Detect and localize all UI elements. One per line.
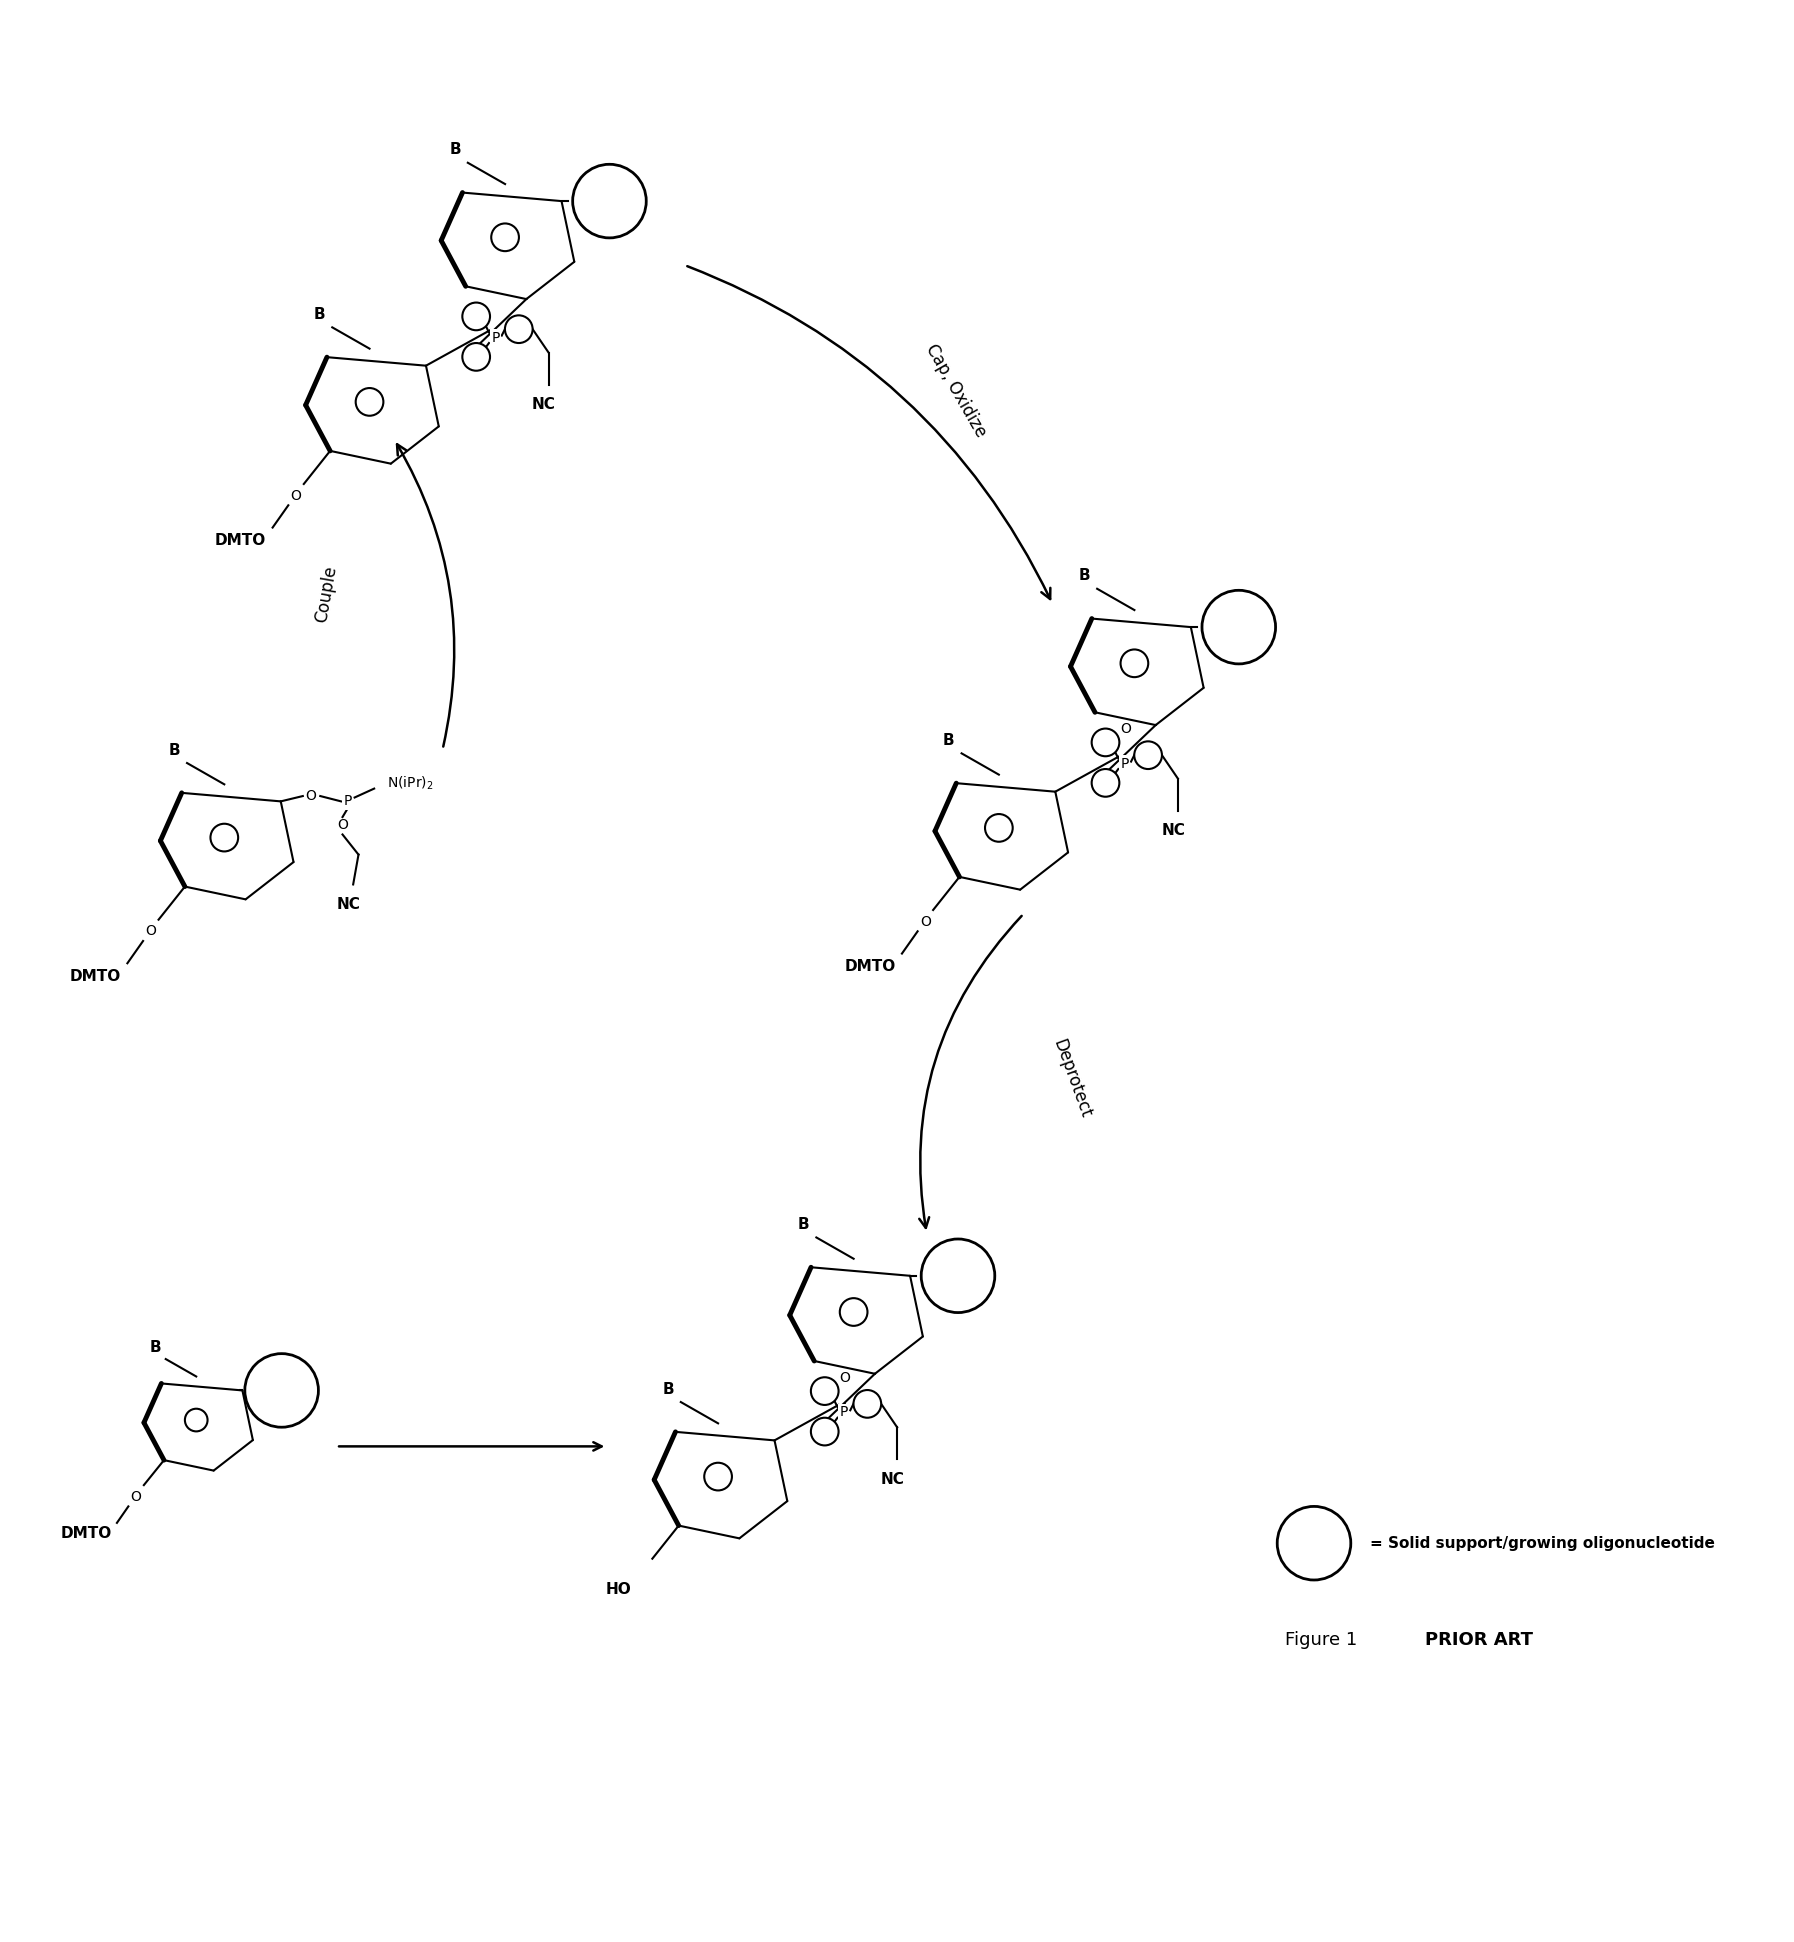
Circle shape <box>985 814 1012 841</box>
Text: NC: NC <box>531 398 556 412</box>
Text: B: B <box>448 142 461 157</box>
Circle shape <box>463 303 490 330</box>
Circle shape <box>811 1377 838 1404</box>
Circle shape <box>185 1408 208 1431</box>
Circle shape <box>355 388 384 416</box>
Circle shape <box>210 823 239 851</box>
Text: DMTO: DMTO <box>70 969 120 983</box>
Text: O: O <box>305 788 316 804</box>
Circle shape <box>920 1239 996 1313</box>
Text: P: P <box>1121 757 1128 771</box>
Text: O: O <box>291 489 301 503</box>
Circle shape <box>1277 1507 1351 1581</box>
Circle shape <box>1093 728 1119 755</box>
Circle shape <box>572 165 646 237</box>
Circle shape <box>1093 769 1119 796</box>
Text: Deprotect: Deprotect <box>1049 1037 1094 1121</box>
Text: Cap, Oxidize: Cap, Oxidize <box>922 342 990 441</box>
Circle shape <box>504 315 533 344</box>
Text: B: B <box>944 732 954 748</box>
Text: DMTO: DMTO <box>215 532 266 548</box>
Circle shape <box>463 344 490 371</box>
Text: O: O <box>145 924 156 938</box>
Text: = Solid support/growing oligonucleotide: = Solid support/growing oligonucleotide <box>1371 1536 1715 1552</box>
Text: B: B <box>662 1381 675 1396</box>
Circle shape <box>1202 590 1276 664</box>
Text: O: O <box>1119 722 1130 736</box>
Text: P: P <box>840 1406 849 1420</box>
Text: DMTO: DMTO <box>61 1526 111 1540</box>
Text: PRIOR ART: PRIOR ART <box>1424 1631 1532 1649</box>
Circle shape <box>244 1354 318 1427</box>
Text: B: B <box>798 1218 809 1231</box>
Text: P: P <box>344 794 352 808</box>
Circle shape <box>492 223 518 251</box>
FancyArrowPatch shape <box>396 445 454 746</box>
Text: O: O <box>840 1371 850 1385</box>
Text: Figure 1: Figure 1 <box>1285 1631 1358 1649</box>
Text: O: O <box>337 818 348 831</box>
Text: O: O <box>131 1490 142 1503</box>
Text: Couple: Couple <box>312 565 341 623</box>
Text: B: B <box>314 307 325 322</box>
Circle shape <box>1134 742 1163 769</box>
Circle shape <box>1121 649 1148 678</box>
Text: DMTO: DMTO <box>845 959 895 973</box>
Text: NC: NC <box>881 1472 904 1488</box>
Text: HO: HO <box>606 1583 631 1596</box>
Text: P: P <box>492 330 499 344</box>
Circle shape <box>705 1462 732 1490</box>
Circle shape <box>854 1390 881 1418</box>
Text: B: B <box>149 1340 161 1356</box>
FancyArrowPatch shape <box>687 266 1049 598</box>
Circle shape <box>840 1297 868 1326</box>
Text: N(iPr)$_2$: N(iPr)$_2$ <box>388 775 434 792</box>
Text: B: B <box>1078 569 1091 583</box>
Text: NC: NC <box>1161 823 1186 839</box>
Circle shape <box>811 1418 838 1445</box>
Text: NC: NC <box>337 897 361 913</box>
Text: O: O <box>920 915 931 928</box>
Text: B: B <box>169 742 179 757</box>
FancyArrowPatch shape <box>919 917 1021 1227</box>
